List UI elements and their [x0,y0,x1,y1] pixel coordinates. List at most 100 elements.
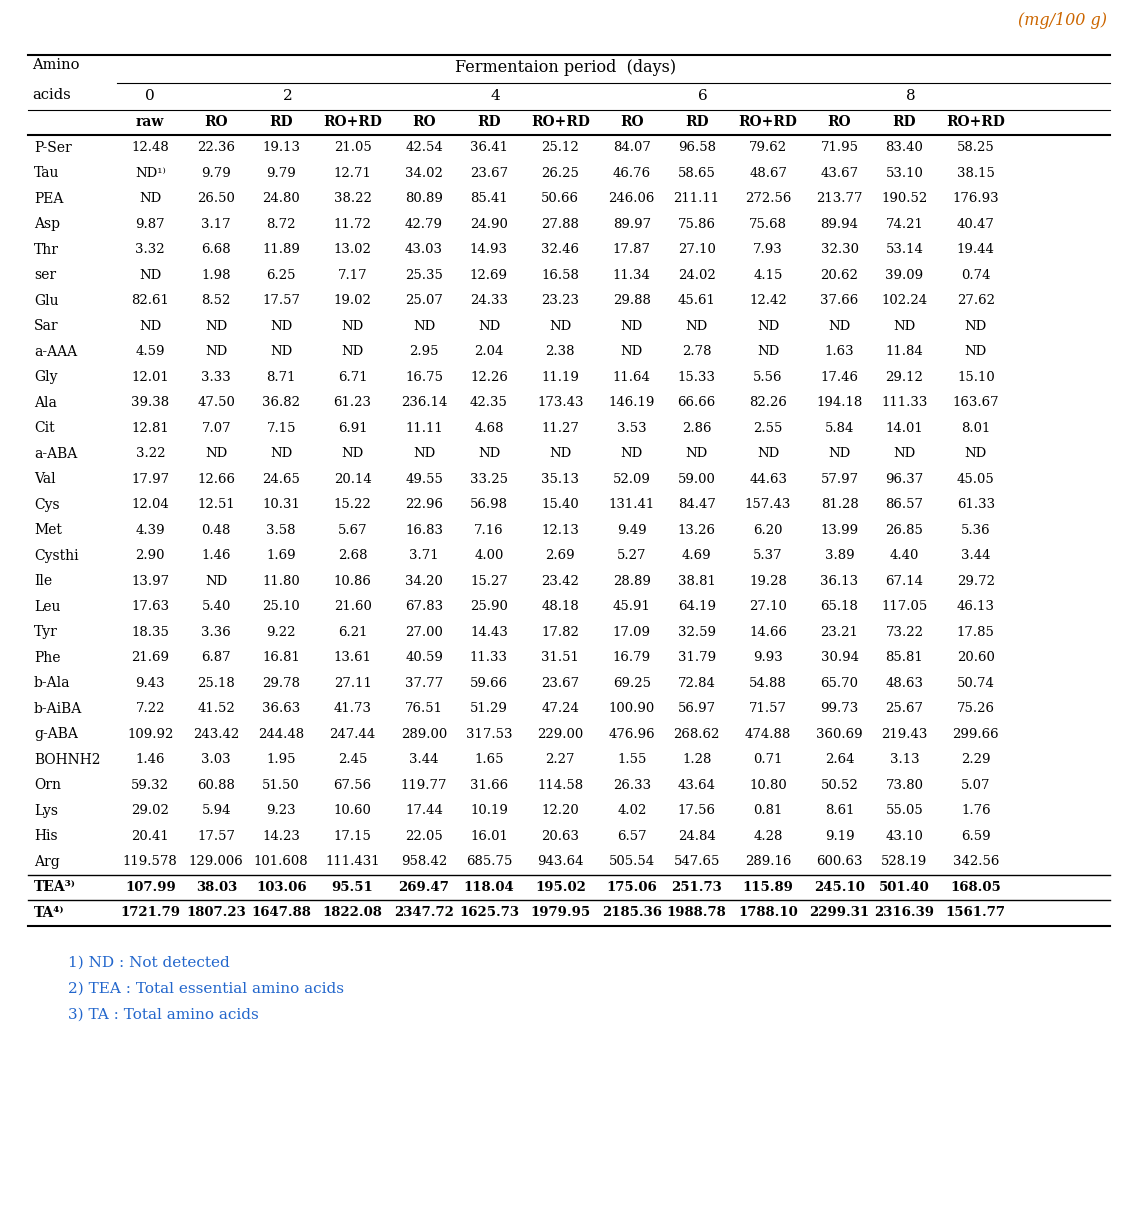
Text: 16.75: 16.75 [405,370,443,384]
Text: 12.71: 12.71 [334,167,371,180]
Text: 245.10: 245.10 [814,881,865,894]
Text: 71.57: 71.57 [749,702,787,715]
Text: 14.01: 14.01 [885,422,924,434]
Text: raw: raw [136,115,164,128]
Text: 29.78: 29.78 [262,676,300,690]
Text: 17.57: 17.57 [197,830,235,842]
Text: 23.67: 23.67 [541,676,579,690]
Text: 72.84: 72.84 [677,676,716,690]
Text: 289.16: 289.16 [745,855,791,869]
Text: 10.86: 10.86 [334,575,371,588]
Text: Asp: Asp [34,218,60,231]
Text: 2.90: 2.90 [135,549,165,563]
Text: a-ABA: a-ABA [34,446,78,461]
Text: 12.26: 12.26 [470,370,507,384]
Text: 3.33: 3.33 [201,370,231,384]
Text: 11.19: 11.19 [541,370,579,384]
Text: 81.28: 81.28 [820,499,858,512]
Text: 82.61: 82.61 [132,294,169,307]
Text: 12.13: 12.13 [541,524,579,537]
Text: 65.18: 65.18 [820,600,858,613]
Text: 24.33: 24.33 [470,294,507,307]
Text: RO+RD: RO+RD [531,115,590,128]
Text: 2299.31: 2299.31 [810,906,870,920]
Text: 107.99: 107.99 [125,881,176,894]
Text: 12.48: 12.48 [132,142,169,154]
Text: 19.28: 19.28 [749,575,787,588]
Text: 4.40: 4.40 [890,549,919,563]
Text: 16.81: 16.81 [262,651,300,664]
Text: 43.10: 43.10 [885,830,924,842]
Text: 8.52: 8.52 [201,294,231,307]
Text: 69.25: 69.25 [613,676,650,690]
Text: 24.02: 24.02 [677,269,716,282]
Text: 13.26: 13.26 [677,524,716,537]
Text: 32.30: 32.30 [820,243,858,257]
Text: ND: ND [828,319,850,333]
Text: 213.77: 213.77 [817,192,863,206]
Text: ND: ND [478,319,500,333]
Text: 12.20: 12.20 [541,805,579,817]
Text: acids: acids [32,88,71,102]
Text: 7.15: 7.15 [267,422,296,434]
Text: ND: ND [413,448,435,460]
Text: 46.13: 46.13 [957,600,994,613]
Text: 269.47: 269.47 [398,881,450,894]
Text: 36.13: 36.13 [820,575,858,588]
Text: 9.43: 9.43 [135,676,165,690]
Text: 13.99: 13.99 [820,524,858,537]
Text: 96.37: 96.37 [885,473,924,485]
Text: 11.80: 11.80 [262,575,300,588]
Text: 30.94: 30.94 [820,651,858,664]
Text: ND: ND [685,448,708,460]
Text: 61.23: 61.23 [334,396,371,409]
Text: 25.10: 25.10 [262,600,300,613]
Text: 6.20: 6.20 [754,524,783,537]
Text: RO: RO [828,115,852,128]
Text: 38.15: 38.15 [957,167,994,180]
Text: 17.97: 17.97 [132,473,170,485]
Text: 14.23: 14.23 [262,830,300,842]
Text: 943.64: 943.64 [537,855,584,869]
Text: 34.20: 34.20 [405,575,443,588]
Text: 5.94: 5.94 [201,805,231,817]
Text: Thr: Thr [34,243,58,257]
Text: 17.46: 17.46 [820,370,858,384]
Text: 18.35: 18.35 [132,626,169,639]
Text: 1.46: 1.46 [201,549,231,563]
Text: 17.85: 17.85 [957,626,994,639]
Text: 360.69: 360.69 [817,727,863,741]
Text: ND: ND [205,345,227,358]
Text: 17.09: 17.09 [613,626,650,639]
Text: 95.51: 95.51 [332,881,374,894]
Text: 42.35: 42.35 [470,396,507,409]
Text: 2.68: 2.68 [338,549,368,563]
Text: 2.04: 2.04 [475,345,504,358]
Text: 48.63: 48.63 [885,676,924,690]
Text: ND: ND [205,575,227,588]
Text: 600.63: 600.63 [817,855,863,869]
Text: 4.69: 4.69 [682,549,711,563]
Text: TA⁴⁾: TA⁴⁾ [34,906,64,920]
Text: 51.29: 51.29 [470,702,507,715]
Text: 24.80: 24.80 [262,192,300,206]
Text: 17.15: 17.15 [334,830,371,842]
Text: 58.25: 58.25 [957,142,994,154]
Text: 3.71: 3.71 [410,549,439,563]
Text: 194.18: 194.18 [817,396,863,409]
Text: ND: ND [342,448,363,460]
Text: 8.71: 8.71 [267,370,296,384]
Text: 317.53: 317.53 [466,727,512,741]
Text: 21.69: 21.69 [132,651,169,664]
Text: 39.38: 39.38 [132,396,170,409]
Text: 12.01: 12.01 [132,370,169,384]
Text: 0: 0 [145,88,155,103]
Text: 1.28: 1.28 [682,754,711,766]
Text: 73.22: 73.22 [885,626,924,639]
Text: 6.25: 6.25 [267,269,296,282]
Text: 22.36: 22.36 [197,142,235,154]
Text: 37.66: 37.66 [820,294,858,307]
Text: 53.14: 53.14 [885,243,924,257]
Text: 36.82: 36.82 [262,396,300,409]
Text: 4.02: 4.02 [618,805,647,817]
